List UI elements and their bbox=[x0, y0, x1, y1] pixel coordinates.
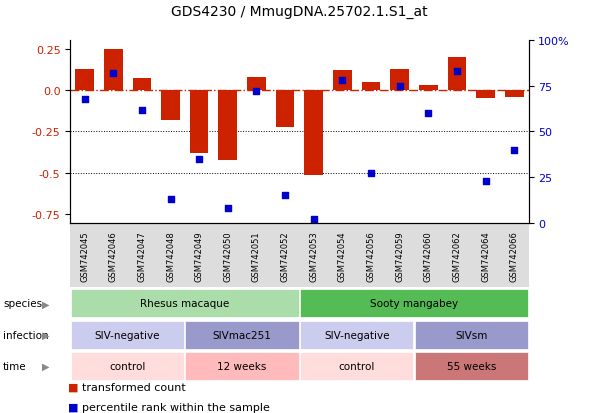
Text: SIVsm: SIVsm bbox=[455, 330, 488, 340]
Text: GDS4230 / MmugDNA.25702.1.S1_at: GDS4230 / MmugDNA.25702.1.S1_at bbox=[171, 5, 428, 19]
Point bbox=[395, 83, 404, 90]
Text: infection: infection bbox=[3, 330, 49, 340]
Text: transformed count: transformed count bbox=[82, 382, 186, 392]
Text: ■: ■ bbox=[68, 402, 79, 412]
Text: ▶: ▶ bbox=[42, 299, 49, 309]
Point bbox=[280, 192, 290, 199]
Bar bbox=[304, 91, 323, 175]
Text: ▶: ▶ bbox=[42, 361, 49, 371]
Text: 12 weeks: 12 weeks bbox=[218, 361, 267, 371]
Text: percentile rank within the sample: percentile rank within the sample bbox=[82, 402, 270, 412]
Text: Sooty mangabey: Sooty mangabey bbox=[370, 299, 458, 309]
Bar bbox=[190, 91, 208, 154]
Bar bbox=[476, 91, 495, 99]
Text: ■: ■ bbox=[68, 382, 79, 392]
Bar bbox=[219, 91, 237, 160]
Text: SIV-negative: SIV-negative bbox=[324, 330, 389, 340]
Text: time: time bbox=[3, 361, 27, 371]
Point bbox=[366, 171, 376, 177]
Point bbox=[452, 69, 462, 76]
Point bbox=[79, 96, 89, 103]
Text: Rhesus macaque: Rhesus macaque bbox=[140, 299, 230, 309]
Bar bbox=[390, 69, 409, 91]
Text: control: control bbox=[109, 361, 146, 371]
Bar bbox=[75, 69, 94, 91]
Point bbox=[252, 89, 262, 95]
Bar bbox=[133, 79, 151, 91]
Point bbox=[337, 78, 347, 85]
Point bbox=[223, 205, 233, 212]
Bar bbox=[104, 50, 123, 91]
Text: species: species bbox=[3, 299, 42, 309]
Bar bbox=[448, 58, 466, 91]
Point bbox=[137, 107, 147, 114]
Point bbox=[481, 178, 491, 185]
Bar bbox=[333, 71, 352, 91]
Point bbox=[309, 216, 318, 223]
Point bbox=[510, 147, 519, 154]
Bar bbox=[276, 91, 295, 127]
Point bbox=[166, 196, 175, 203]
Point bbox=[423, 111, 433, 117]
Point bbox=[194, 156, 204, 163]
Bar bbox=[362, 83, 380, 91]
Bar bbox=[247, 78, 266, 91]
Bar bbox=[505, 91, 524, 97]
Text: SIVmac251: SIVmac251 bbox=[213, 330, 271, 340]
Bar bbox=[419, 86, 437, 91]
Text: 55 weeks: 55 weeks bbox=[447, 361, 496, 371]
Text: ▶: ▶ bbox=[42, 330, 49, 340]
Text: SIV-negative: SIV-negative bbox=[95, 330, 160, 340]
Point bbox=[108, 71, 118, 77]
Bar bbox=[161, 91, 180, 121]
Text: control: control bbox=[338, 361, 375, 371]
